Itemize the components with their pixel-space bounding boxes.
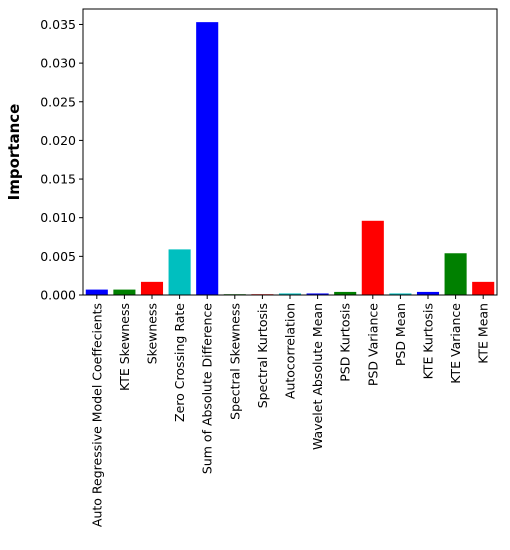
bar: [113, 289, 136, 295]
x-tick-label: PSD Kurtosis: [338, 303, 353, 382]
plot-frame: [82, 8, 498, 296]
y-tick-label: 0.030: [40, 56, 76, 71]
x-tick-label: Skewness: [145, 303, 160, 364]
x-tick-label: Auto Regressive Model Coeffecients: [89, 303, 104, 527]
x-tick-label: KTE Kurtosis: [421, 303, 436, 379]
x-tick-label: KTE Mean: [476, 303, 491, 364]
bar: [306, 293, 329, 295]
bar: [416, 291, 440, 295]
bars-group: [85, 22, 495, 296]
bar: [168, 249, 191, 295]
y-tick-label: 0.020: [40, 133, 76, 148]
y-tick-label: 0.000: [40, 288, 76, 303]
y-axis-ticks: 0.000 0.005 0.010 0.015 0.020 0.025 0.030 0.035: [40, 17, 83, 303]
y-tick-label: 0.005: [40, 249, 76, 264]
x-tick-label: KTE Variance: [448, 303, 463, 384]
y-tick-label: 0.010: [40, 210, 76, 225]
bar: [389, 293, 412, 295]
bar: [278, 293, 302, 295]
bar: [334, 291, 357, 295]
x-tick-label: Autocorrelation: [283, 303, 298, 399]
x-tick-label: Spectral Skewness: [227, 303, 242, 420]
bar: [361, 220, 384, 295]
bar: [140, 281, 164, 295]
x-tick-label: Spectral Kurtosis: [255, 303, 270, 408]
x-tick-label: Wavelet Absolute Mean: [310, 303, 325, 450]
x-tick-label: KTE Skewness: [117, 303, 132, 391]
x-tick-label: PSD Mean: [393, 303, 408, 366]
x-tick-label: PSD Variance: [365, 303, 380, 386]
y-tick-label: 0.015: [40, 172, 76, 187]
y-axis-label: Importance: [5, 104, 23, 201]
y-tick-label: 0.025: [40, 94, 76, 109]
bar: [85, 289, 108, 295]
y-tick-label: 0.035: [40, 17, 76, 32]
bar: [444, 253, 467, 295]
bar: [196, 22, 219, 296]
x-axis-ticks: Auto Regressive Model Coeffecients KTE Sk…: [89, 295, 491, 527]
bar: [472, 281, 495, 295]
x-tick-label: Zero Crossing Rate: [172, 303, 187, 422]
x-tick-label: Sum of Absolute Difference: [200, 303, 215, 474]
